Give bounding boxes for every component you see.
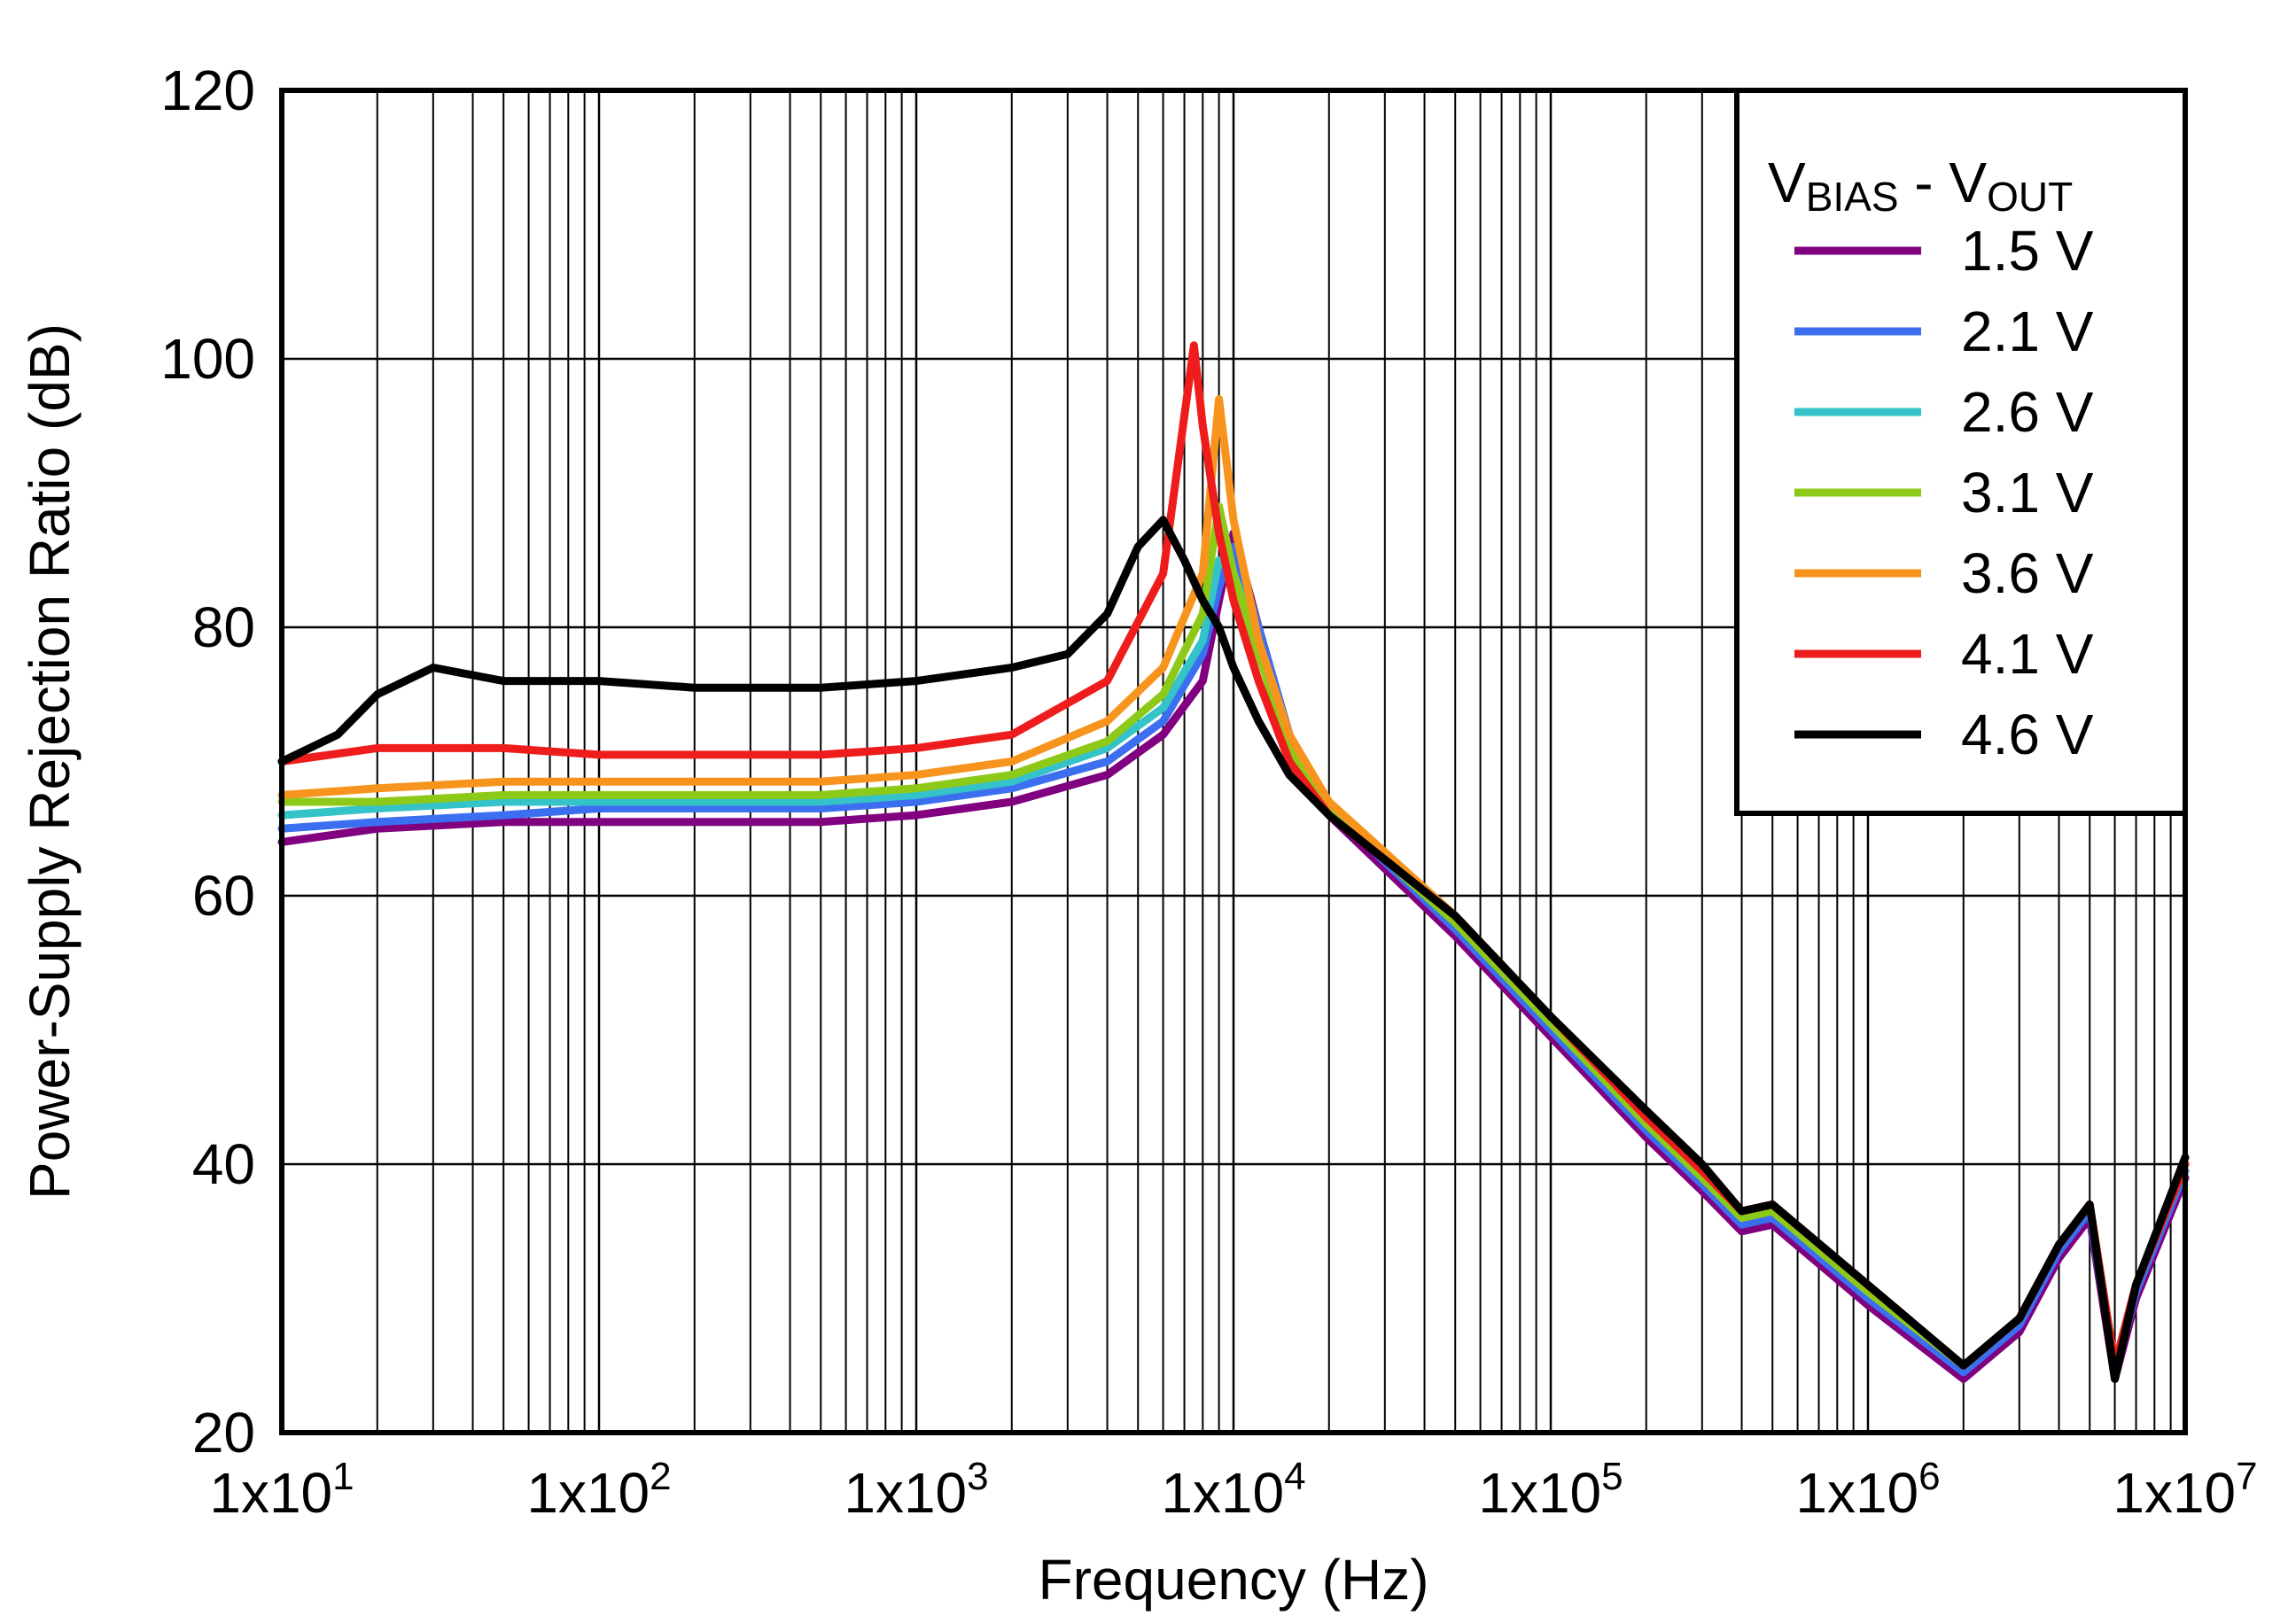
legend-title-v: V [1768,151,1806,214]
series-line [277,516,2190,1383]
y-axis-title: Power-Supply Rejection Ratio (dB) [18,323,82,1200]
grid-lines [280,89,2185,1434]
legend-title-out: OUT [1987,174,2073,220]
legend-label: 1.5 V [1961,219,2094,283]
y-tick-label: 80 [192,595,255,659]
legend-title: VBIAS - VOUT [1768,151,2073,220]
x-tick-labels: 1x101 1x102 1x103 1x104 1x105 1x106 1x107 [209,1455,2257,1525]
legend-label: 3.1 V [1961,461,2094,524]
legend-title-mid: - V [1899,151,1988,214]
legend: VBIAS - VOUT 1.5 V 2.1 V 2.6 V 3.1 V 3.6 V 4.… [1734,88,2188,816]
legend-label: 3.6 V [1961,541,2094,605]
x-tick-label: 1x101 [209,1455,354,1525]
x-tick-label: 1x103 [844,1455,988,1525]
legend-label: 2.1 V [1961,299,2094,363]
y-tick-label: 120 [160,58,255,122]
series-lines [277,341,2190,1383]
y-tick-label: 100 [160,327,255,391]
y-tick-labels: 20 40 60 80 100 120 [160,58,255,1465]
y-tick-label: 20 [192,1401,255,1465]
y-tick-label: 60 [192,864,255,928]
x-axis-title: Frequency (Hz) [1039,1548,1429,1612]
x-tick-label: 1x106 [1795,1455,1940,1525]
x-tick-label: 1x107 [2113,1455,2257,1525]
legend-items: 1.5 V 2.1 V 2.6 V 3.1 V 3.6 V 4.1 V 4.6 V [1794,219,2094,766]
x-tick-label: 1x105 [1478,1455,1623,1525]
x-tick-label: 1x104 [1161,1455,1305,1525]
legend-box [1734,88,2188,816]
legend-title-bias: BIAS [1806,174,1899,220]
x-tick-label: 1x102 [526,1455,671,1525]
legend-label: 2.6 V [1961,380,2094,444]
y-tick-label: 40 [192,1132,255,1196]
legend-label: 4.6 V [1961,703,2094,766]
legend-label: 4.1 V [1961,622,2094,686]
